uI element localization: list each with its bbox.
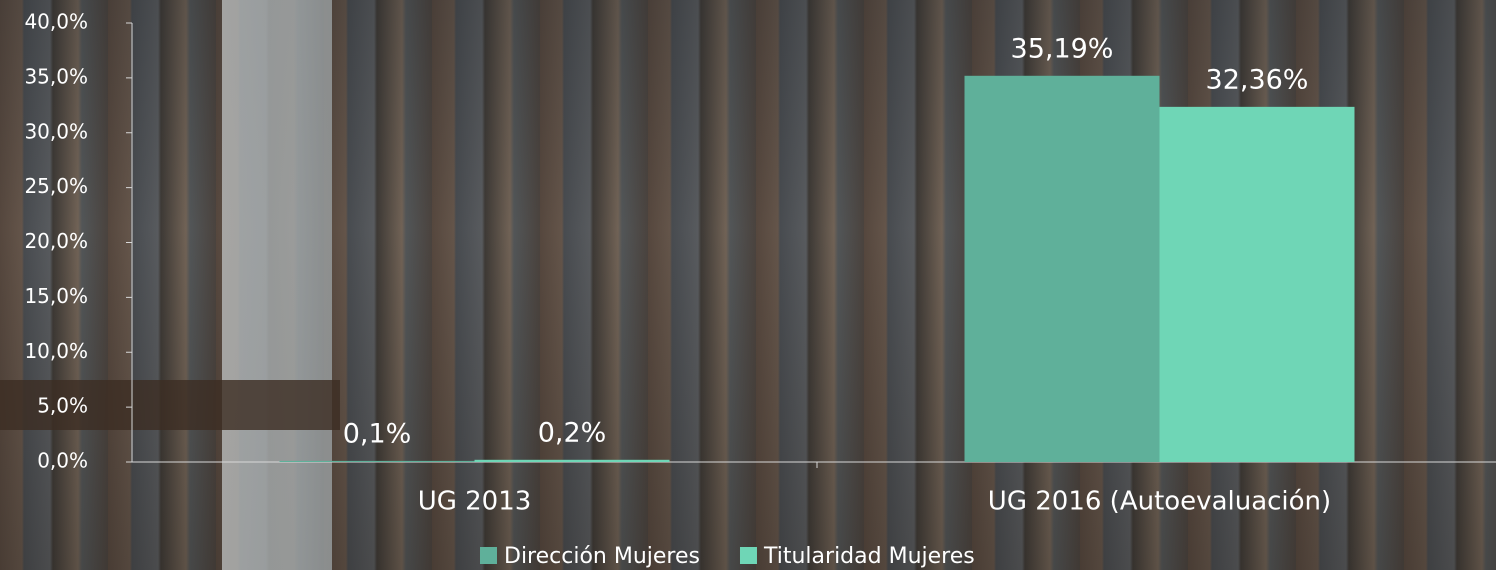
- legend-label: Dirección Mujeres: [504, 544, 700, 569]
- y-tick-label: 25,0%: [24, 174, 88, 198]
- legend-label: Titularidad Mujeres: [763, 544, 975, 569]
- legend-swatch: [739, 547, 757, 564]
- y-tick-label: 0,0%: [37, 449, 88, 473]
- y-tick-label: 15,0%: [24, 284, 88, 308]
- y-tick-label: 40,0%: [24, 10, 88, 34]
- background-plank: [222, 0, 332, 570]
- x-tick-label: UG 2016 (Autoevaluación): [988, 487, 1331, 517]
- value-label: 0,2%: [538, 417, 607, 448]
- y-tick-label: 35,0%: [24, 64, 88, 88]
- bar: [964, 75, 1160, 463]
- legend-swatch: [480, 547, 497, 564]
- value-label: 32,36%: [1206, 64, 1309, 95]
- value-label: 0,1%: [343, 418, 412, 449]
- bar: [1159, 106, 1355, 462]
- y-tick-label: 20,0%: [24, 229, 88, 253]
- bar: [279, 460, 475, 462]
- x-tick-label: UG 2013: [418, 487, 532, 517]
- y-tick-label: 30,0%: [24, 119, 88, 143]
- value-label: 35,19%: [1011, 33, 1114, 64]
- y-tick-label: 10,0%: [24, 339, 88, 363]
- y-tick-label: 5,0%: [37, 394, 88, 418]
- background-shelf: [0, 380, 340, 430]
- bar: [474, 459, 670, 462]
